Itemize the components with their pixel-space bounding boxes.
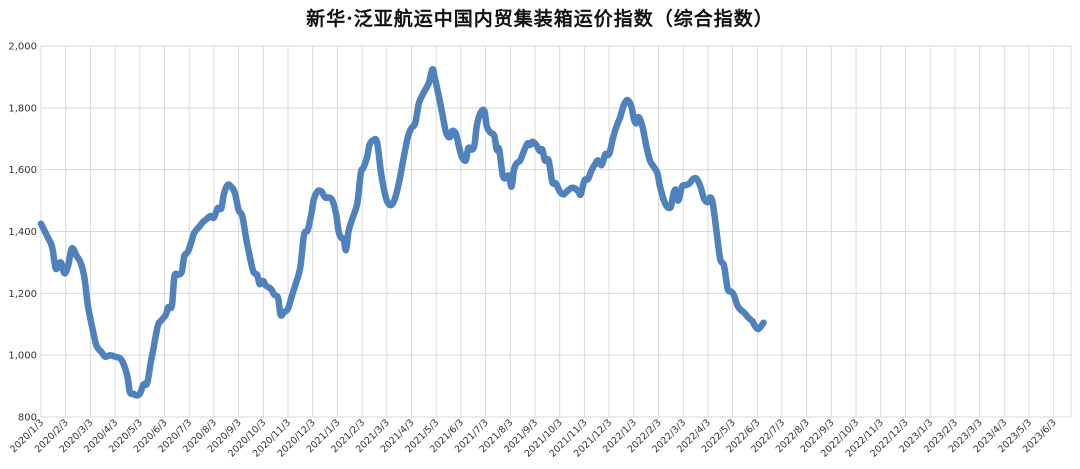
- y-tick-label: 1,600: [8, 165, 37, 176]
- y-tick-label: 2,000: [8, 42, 37, 53]
- chart-title: 新华·泛亚航运中国内贸集装箱运价指数（综合指数）: [306, 8, 774, 30]
- y-tick-label: 1,000: [8, 351, 37, 362]
- x-axis-tick-labels: 2020/1/32020/2/32020/3/32020/4/32020/5/3…: [8, 417, 1059, 459]
- y-tick-label: 1,400: [8, 227, 37, 238]
- y-tick-label: 800: [18, 413, 37, 424]
- y-axis-tick-labels: 800 1,000 1,200 1,400 1,600 1,800 2,000: [8, 42, 37, 424]
- series-line-0: [37, 65, 767, 399]
- y-tick-label: 1,200: [8, 289, 37, 300]
- series-layer: [37, 65, 767, 399]
- y-tick-label: 1,800: [8, 103, 37, 114]
